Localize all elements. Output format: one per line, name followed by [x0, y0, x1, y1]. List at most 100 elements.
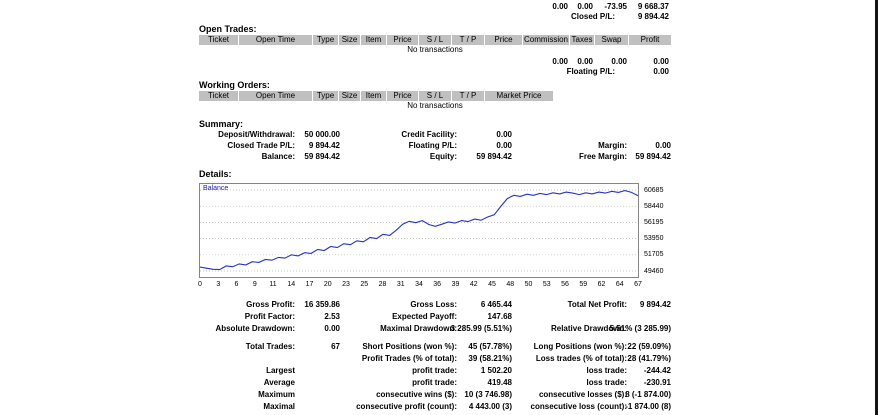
stat-label: Loss trades (% of total): — [535, 353, 627, 363]
open-trades-header-row: Ticket Open Time Type Size Item Price S … — [199, 35, 671, 45]
open-trades-empty-message: No transactions — [407, 45, 463, 54]
summary-value — [627, 129, 671, 140]
y-tick-label: 49460 — [644, 267, 664, 275]
y-tick-label: 58440 — [644, 202, 664, 210]
wo-col-header-item: Item — [361, 91, 387, 101]
stat-label: Average — [199, 412, 295, 415]
wo-col-header-market-price: Market Price — [485, 91, 553, 101]
closed-trades-totals-row: 0.00 0.00 -73.95 9 668.37 — [199, 1, 671, 11]
closed-pl-value: 9 894.42 — [637, 12, 669, 21]
stat-value: 45 (57.78%) — [468, 341, 512, 351]
stat-value: 9 894.42 — [639, 299, 671, 309]
col-header-swap: Swap — [595, 35, 629, 45]
open-totals-profit: 0.00 — [653, 56, 669, 66]
open-totals-taxes: 0.00 — [577, 56, 593, 66]
stat-label: Total Net Profit: — [567, 299, 627, 309]
stat-value: 1 502.20 — [480, 365, 512, 375]
col-header-price: Price — [387, 35, 419, 45]
y-tick-label: 51705 — [644, 251, 664, 259]
balance-chart-svg — [200, 189, 638, 272]
col-header-taxes: Taxes — [570, 35, 595, 45]
stat-value: 4 — [627, 412, 671, 415]
summary-grid: Deposit/Withdrawal: 50 000.00 Credit Fac… — [199, 129, 671, 162]
stat-label: profit trade: — [412, 365, 457, 375]
x-tick-label: 3 — [216, 281, 221, 288]
stat-label: Gross Loss: — [410, 299, 457, 309]
chart-plot-area: Balance — [199, 183, 639, 278]
summary-value: 0.00 — [496, 130, 512, 139]
open-trades-heading: Open Trades: — [199, 24, 257, 34]
wo-col-header-ticket: Ticket — [199, 91, 239, 101]
stat-label: Expected Payoff: — [392, 311, 457, 321]
stat-value: 3 285.99 (5.51%) — [450, 323, 512, 333]
col-header-sl: S / L — [419, 35, 452, 45]
details-stats-top: Gross Profit: 16 359.86 Gross Loss: 6 46… — [199, 298, 671, 334]
summary-value: 0.00 — [655, 141, 671, 150]
stat-value: 28 (41.79%) — [627, 353, 671, 363]
balance-chart: Balance 60685 58440 56195 53950 51705 49460 0… — [198, 183, 671, 290]
x-tick-label: 42 — [469, 281, 478, 288]
x-tick-label: 56 — [561, 281, 569, 288]
stat-value — [295, 388, 340, 400]
stat-value — [295, 400, 340, 412]
stat-value: 16 359.86 — [304, 299, 340, 309]
x-tick-label: 34 — [415, 281, 423, 288]
summary-value: 50 000.00 — [304, 130, 340, 139]
stat-label: consecutive losses ($): — [538, 389, 627, 399]
col-header-open-time: Open Time — [239, 35, 313, 45]
col-header-close-price: Price — [485, 35, 523, 45]
stat-value: 39 (58.21%) — [468, 353, 512, 363]
x-tick-label: 23 — [342, 281, 350, 288]
x-tick-label: 53 — [542, 281, 551, 288]
x-tick-label: 36 — [433, 281, 442, 288]
open-totals-commission: 0.00 — [552, 56, 568, 66]
stat-value: -244.42 — [643, 365, 671, 375]
stat-label: consecutive loss (count): — [530, 401, 627, 411]
col-header-profit: Profit — [629, 35, 671, 45]
stat-label: Total Trades: — [245, 341, 295, 351]
wo-col-header-size: Size — [339, 91, 361, 101]
stat-value — [627, 310, 671, 322]
stat-label: Profit Factor: — [244, 311, 295, 321]
stat-label: Maximal Drawdown: — [380, 323, 457, 333]
chart-x-axis: 0 3 6 9 11 14 17 20 23 25 28 31 34 36 39 42 45 48 50 53 56 59… — [198, 281, 642, 290]
stat-label: Maximum — [258, 389, 295, 399]
stat-value: 67 — [331, 341, 340, 351]
working-orders-empty-message: No transactions — [407, 101, 463, 110]
open-totals-swap: 0.00 — [611, 56, 627, 66]
stat-value: -230.91 — [643, 377, 671, 387]
x-tick-label: 11 — [269, 281, 277, 288]
y-tick-label: 60685 — [644, 186, 664, 194]
summary-label: Credit Facility: — [401, 130, 457, 139]
stat-value: 5.51% (3 285.99) — [609, 323, 671, 333]
x-tick-label: 48 — [506, 281, 515, 288]
x-tick-label: 39 — [451, 281, 460, 288]
col-header-ticket: Ticket — [199, 35, 239, 45]
working-orders-header-row: Ticket Open Time Type Size Item Price S … — [199, 91, 671, 101]
stat-value: 10 (3 746.98) — [464, 389, 512, 399]
x-tick-label: 67 — [634, 281, 642, 288]
stat-label: Relative Drawdown: — [550, 323, 627, 333]
summary-label: Margin: — [598, 141, 627, 150]
window-right-edge — [875, 0, 878, 415]
report-content: 0.00 0.00 -73.95 9 668.37 Closed P/L: 9 … — [198, 0, 671, 415]
closed-totals-profit: 9 668.37 — [637, 1, 669, 11]
closed-totals-commission: 0.00 — [552, 1, 568, 11]
x-tick-label: 31 — [396, 281, 405, 288]
stat-value: 6 465.44 — [480, 299, 512, 309]
summary-heading: Summary: — [199, 119, 244, 129]
chart-y-axis: 60685 58440 56195 53950 51705 49460 — [642, 184, 671, 277]
wo-col-header-tp: T / P — [452, 91, 485, 101]
stat-label: Absolute Drawdown: — [215, 323, 295, 333]
stat-value: 8 (-1 874.00) — [625, 389, 671, 399]
summary-label: Floating P/L: — [408, 141, 457, 150]
stat-label: Gross Profit: — [246, 299, 295, 309]
wo-col-header-price: Price — [387, 91, 419, 101]
x-tick-label: 64 — [615, 281, 624, 288]
chart-legend-balance: Balance — [203, 185, 229, 192]
stat-label: consecutive losses: — [512, 412, 627, 415]
stat-label: Long Positions (won %): — [533, 341, 627, 351]
closed-totals-taxes: 0.00 — [577, 1, 593, 11]
stat-label: consecutive wins: — [340, 412, 457, 415]
